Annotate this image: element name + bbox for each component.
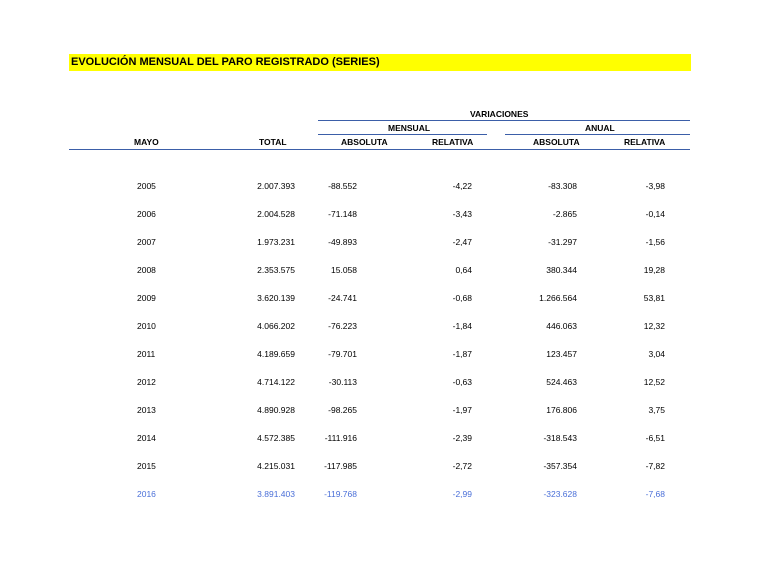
cell-anual-absoluta: -83.308 bbox=[548, 181, 577, 191]
table-row: 2010 4.066.202 -76.223 -1,84 446.063 12,32 bbox=[0, 321, 769, 333]
cell-anual-absoluta: 123.457 bbox=[546, 349, 577, 359]
page-title: EVOLUCIÓN MENSUAL DEL PARO REGISTRADO (S… bbox=[69, 54, 691, 71]
cell-anual-absoluta: 380.344 bbox=[546, 265, 577, 275]
table-row: 2012 4.714.122 -30.113 -0,63 524.463 12,52 bbox=[0, 377, 769, 389]
cell-anual-absoluta: -31.297 bbox=[548, 237, 577, 247]
cell-mensual-relativa: -3,43 bbox=[452, 209, 472, 219]
header-total: TOTAL bbox=[259, 137, 287, 147]
cell-mensual-relativa: -2,47 bbox=[452, 237, 472, 247]
cell-anual-relativa: -0,14 bbox=[645, 209, 665, 219]
cell-anual-absoluta: 446.063 bbox=[546, 321, 577, 331]
cell-mensual-absoluta: -49.893 bbox=[328, 237, 357, 247]
header-variaciones: VARIACIONES bbox=[470, 109, 529, 119]
cell-year: 2006 bbox=[137, 209, 156, 219]
cell-year: 2012 bbox=[137, 377, 156, 387]
cell-year: 2005 bbox=[137, 181, 156, 191]
table-row: 2005 2.007.393 -88.552 -4,22 -83.308 -3,98 bbox=[0, 181, 769, 193]
cell-mensual-absoluta: -119.768 bbox=[324, 489, 357, 499]
cell-anual-relativa: -7,82 bbox=[645, 461, 665, 471]
cell-mensual-relativa: -2,72 bbox=[452, 461, 472, 471]
cell-anual-relativa: 3,75 bbox=[648, 405, 665, 415]
header-mayo: MAYO bbox=[134, 137, 159, 147]
cell-total: 2.007.393 bbox=[257, 181, 295, 191]
cell-anual-relativa: -6,51 bbox=[645, 433, 665, 443]
cell-total: 2.004.528 bbox=[257, 209, 295, 219]
cell-anual-relativa: 53,81 bbox=[643, 293, 665, 303]
cell-anual-absoluta: -323.628 bbox=[543, 489, 577, 499]
cell-mensual-absoluta: -30.113 bbox=[328, 377, 357, 387]
table-row: 2014 4.572.385 -111.916 -2,39 -318.543 -6,51 bbox=[0, 433, 769, 445]
cell-mensual-absoluta: -79.701 bbox=[328, 349, 357, 359]
header-anual-absoluta: ABSOLUTA bbox=[533, 137, 580, 147]
cell-mensual-absoluta: -24.741 bbox=[328, 293, 357, 303]
cell-year: 2008 bbox=[137, 265, 156, 275]
table-row: 2007 1.973.231 -49.893 -2,47 -31.297 -1,56 bbox=[0, 237, 769, 249]
header-anual-relativa: RELATIVA bbox=[624, 137, 666, 147]
cell-anual-absoluta: 1.266.564 bbox=[539, 293, 577, 303]
cell-total: 4.572.385 bbox=[257, 433, 295, 443]
cell-mensual-relativa: -0,63 bbox=[452, 377, 472, 387]
cell-mensual-absoluta: -117.985 bbox=[324, 461, 357, 471]
cell-mensual-relativa: 0,64 bbox=[455, 265, 472, 275]
cell-anual-relativa: -1,56 bbox=[645, 237, 665, 247]
table-row: 2013 4.890.928 -98.265 -1,97 176.806 3,75 bbox=[0, 405, 769, 417]
cell-mensual-absoluta: -98.265 bbox=[328, 405, 357, 415]
cell-total: 4.189.659 bbox=[257, 349, 295, 359]
cell-total: 4.066.202 bbox=[257, 321, 295, 331]
cell-mensual-relativa: -0,68 bbox=[452, 293, 472, 303]
cell-anual-relativa: 19,28 bbox=[643, 265, 665, 275]
cell-mensual-relativa: -1,97 bbox=[452, 405, 472, 415]
cell-total: 3.891.403 bbox=[257, 489, 295, 499]
cell-year: 2009 bbox=[137, 293, 156, 303]
divider bbox=[505, 134, 690, 135]
header-mensual: MENSUAL bbox=[388, 123, 431, 133]
cell-anual-relativa: 12,32 bbox=[643, 321, 665, 331]
cell-mensual-absoluta: -111.916 bbox=[324, 433, 357, 443]
header-anual: ANUAL bbox=[585, 123, 615, 133]
cell-anual-relativa: 3,04 bbox=[648, 349, 665, 359]
cell-total: 4.890.928 bbox=[257, 405, 295, 415]
cell-year: 2013 bbox=[137, 405, 156, 415]
cell-year: 2016 bbox=[137, 489, 156, 499]
cell-total: 3.620.139 bbox=[257, 293, 295, 303]
cell-mensual-relativa: -2,99 bbox=[452, 489, 472, 499]
cell-year: 2014 bbox=[137, 433, 156, 443]
divider bbox=[69, 149, 690, 150]
cell-mensual-absoluta: -76.223 bbox=[328, 321, 357, 331]
cell-year: 2010 bbox=[137, 321, 156, 331]
cell-mensual-absoluta: 15.058 bbox=[331, 265, 357, 275]
cell-mensual-relativa: -1,87 bbox=[452, 349, 472, 359]
table-row: 2015 4.215.031 -117.985 -2,72 -357.354 -7,82 bbox=[0, 461, 769, 473]
cell-anual-absoluta: -318.543 bbox=[543, 433, 577, 443]
cell-mensual-absoluta: -71.148 bbox=[328, 209, 357, 219]
cell-anual-relativa: -3,98 bbox=[645, 181, 665, 191]
table-row: 2006 2.004.528 -71.148 -3,43 -2.865 -0,14 bbox=[0, 209, 769, 221]
cell-anual-absoluta: -357.354 bbox=[543, 461, 577, 471]
cell-mensual-absoluta: -88.552 bbox=[328, 181, 357, 191]
table-row: 2009 3.620.139 -24.741 -0,68 1.266.564 53,81 bbox=[0, 293, 769, 305]
cell-total: 4.714.122 bbox=[257, 377, 295, 387]
cell-year: 2015 bbox=[137, 461, 156, 471]
cell-total: 4.215.031 bbox=[257, 461, 295, 471]
header-mensual-relativa: RELATIVA bbox=[432, 137, 474, 147]
divider bbox=[318, 134, 487, 135]
cell-anual-relativa: -7,68 bbox=[645, 489, 665, 499]
cell-total: 1.973.231 bbox=[257, 237, 295, 247]
divider bbox=[318, 120, 690, 121]
cell-year: 2007 bbox=[137, 237, 156, 247]
cell-anual-absoluta: 524.463 bbox=[546, 377, 577, 387]
cell-mensual-relativa: -2,39 bbox=[452, 433, 472, 443]
cell-mensual-relativa: -1,84 bbox=[452, 321, 472, 331]
table-row: 2008 2.353.575 15.058 0,64 380.344 19,28 bbox=[0, 265, 769, 277]
cell-anual-relativa: 12,52 bbox=[643, 377, 665, 387]
table-row: 2016 3.891.403 -119.768 -2,99 -323.628 -7,68 bbox=[0, 489, 769, 501]
header-mensual-absoluta: ABSOLUTA bbox=[341, 137, 388, 147]
cell-anual-absoluta: 176.806 bbox=[546, 405, 577, 415]
cell-anual-absoluta: -2.865 bbox=[552, 209, 577, 219]
cell-total: 2.353.575 bbox=[257, 265, 295, 275]
table-row: 2011 4.189.659 -79.701 -1,87 123.457 3,04 bbox=[0, 349, 769, 361]
cell-mensual-relativa: -4,22 bbox=[452, 181, 472, 191]
cell-year: 2011 bbox=[137, 349, 156, 359]
